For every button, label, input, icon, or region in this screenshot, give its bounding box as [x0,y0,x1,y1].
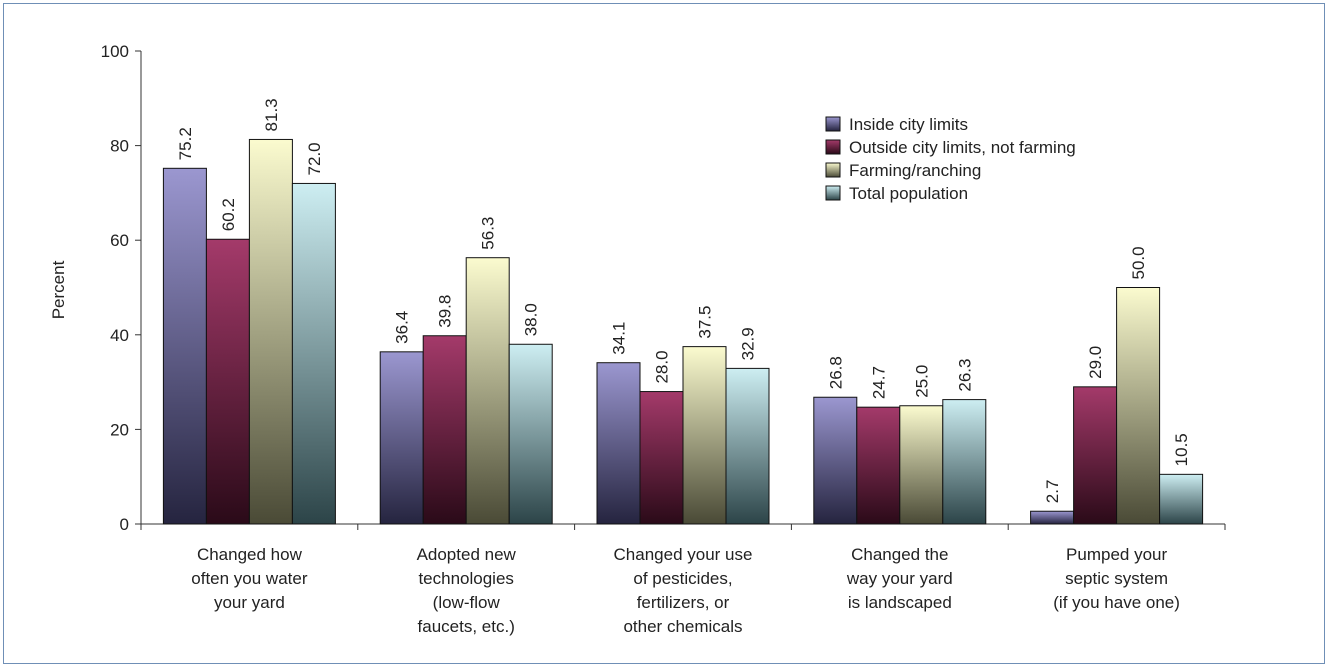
bar [1073,386,1118,525]
bar [1159,473,1204,525]
bar [942,399,987,525]
legend-swatch [825,116,841,132]
bar [856,406,901,525]
data-label: 28.0 [653,350,672,383]
value-labels: 75.2 60.2 81.3 72.0 36.4 39.8 56.3 38.0 34.1 28.0… [176,98,1191,503]
x-category-label: Pumped your septic system (if you have one… [1053,545,1180,612]
x-category-label: Changed how often you water your yard [191,545,308,612]
data-label: 56.3 [479,217,498,250]
bar [465,257,510,525]
bar [162,167,207,525]
bar [248,138,293,525]
y-tick-label: 100 [101,42,129,61]
x-category-label: Changed the way your yard is landscaped [846,545,953,612]
bar [1030,510,1075,525]
data-label: 75.2 [176,127,195,160]
data-label: 29.0 [1086,346,1105,379]
bar [379,351,424,525]
bar [596,362,641,525]
bar [639,391,684,525]
data-label: 32.9 [739,327,758,360]
data-label: 81.3 [262,98,281,131]
bar-chart: 0 20 40 60 80 100 75.2 60.2 81.3 72.0 36.4 39.8 56.… [49,42,1226,636]
bar [725,367,770,525]
data-label: 39.8 [436,295,455,328]
y-tick-label: 80 [110,137,129,156]
bar [682,346,727,525]
legend-swatch [825,185,841,201]
bar [291,182,336,525]
legend-entry: Inside city limits [849,115,968,134]
y-tick-label: 20 [110,420,129,439]
data-label: 60.2 [219,198,238,231]
data-label: 38.0 [522,303,541,336]
legend-swatch [825,139,841,155]
legend-entry: Total population [849,184,968,203]
y-tick-label: 60 [110,231,129,250]
data-label: 25.0 [912,365,931,398]
chart-frame: 0 20 40 60 80 100 75.2 60.2 81.3 72.0 36.4 39.8 56.… [3,3,1325,664]
bar [422,335,467,525]
x-category-label: Changed your use of pesticides, fertilizer… [614,545,753,636]
bar [813,396,858,525]
data-label: 26.3 [955,359,974,392]
category-labels: Changed how often you water your yard Adopt… [191,545,1180,636]
legend-entry: Outside city limits, not farming [849,138,1076,157]
data-label: 10.5 [1172,433,1191,466]
y-axis-label: Percent [49,260,68,319]
bars [162,138,1204,525]
y-tick-label: 0 [120,515,129,534]
data-label: 50.0 [1129,246,1148,279]
legend: Inside city limits Outside city limits, n… [825,115,1076,203]
y-tick-label: 40 [110,326,129,345]
bar [899,405,944,525]
bar [205,238,250,525]
data-label: 2.7 [1043,480,1062,504]
data-label: 36.4 [393,311,412,344]
legend-entry: Farming/ranching [849,161,981,180]
data-label: 37.5 [696,306,715,339]
data-label: 24.7 [869,366,888,399]
legend-swatch [825,162,841,178]
data-label: 72.0 [305,142,324,175]
data-label: 26.8 [826,356,845,389]
bar [508,343,553,525]
data-label: 34.1 [610,322,629,355]
bar [1116,287,1161,525]
x-category-label: Adopted new technologies (low-flow faucets,… [417,545,517,636]
